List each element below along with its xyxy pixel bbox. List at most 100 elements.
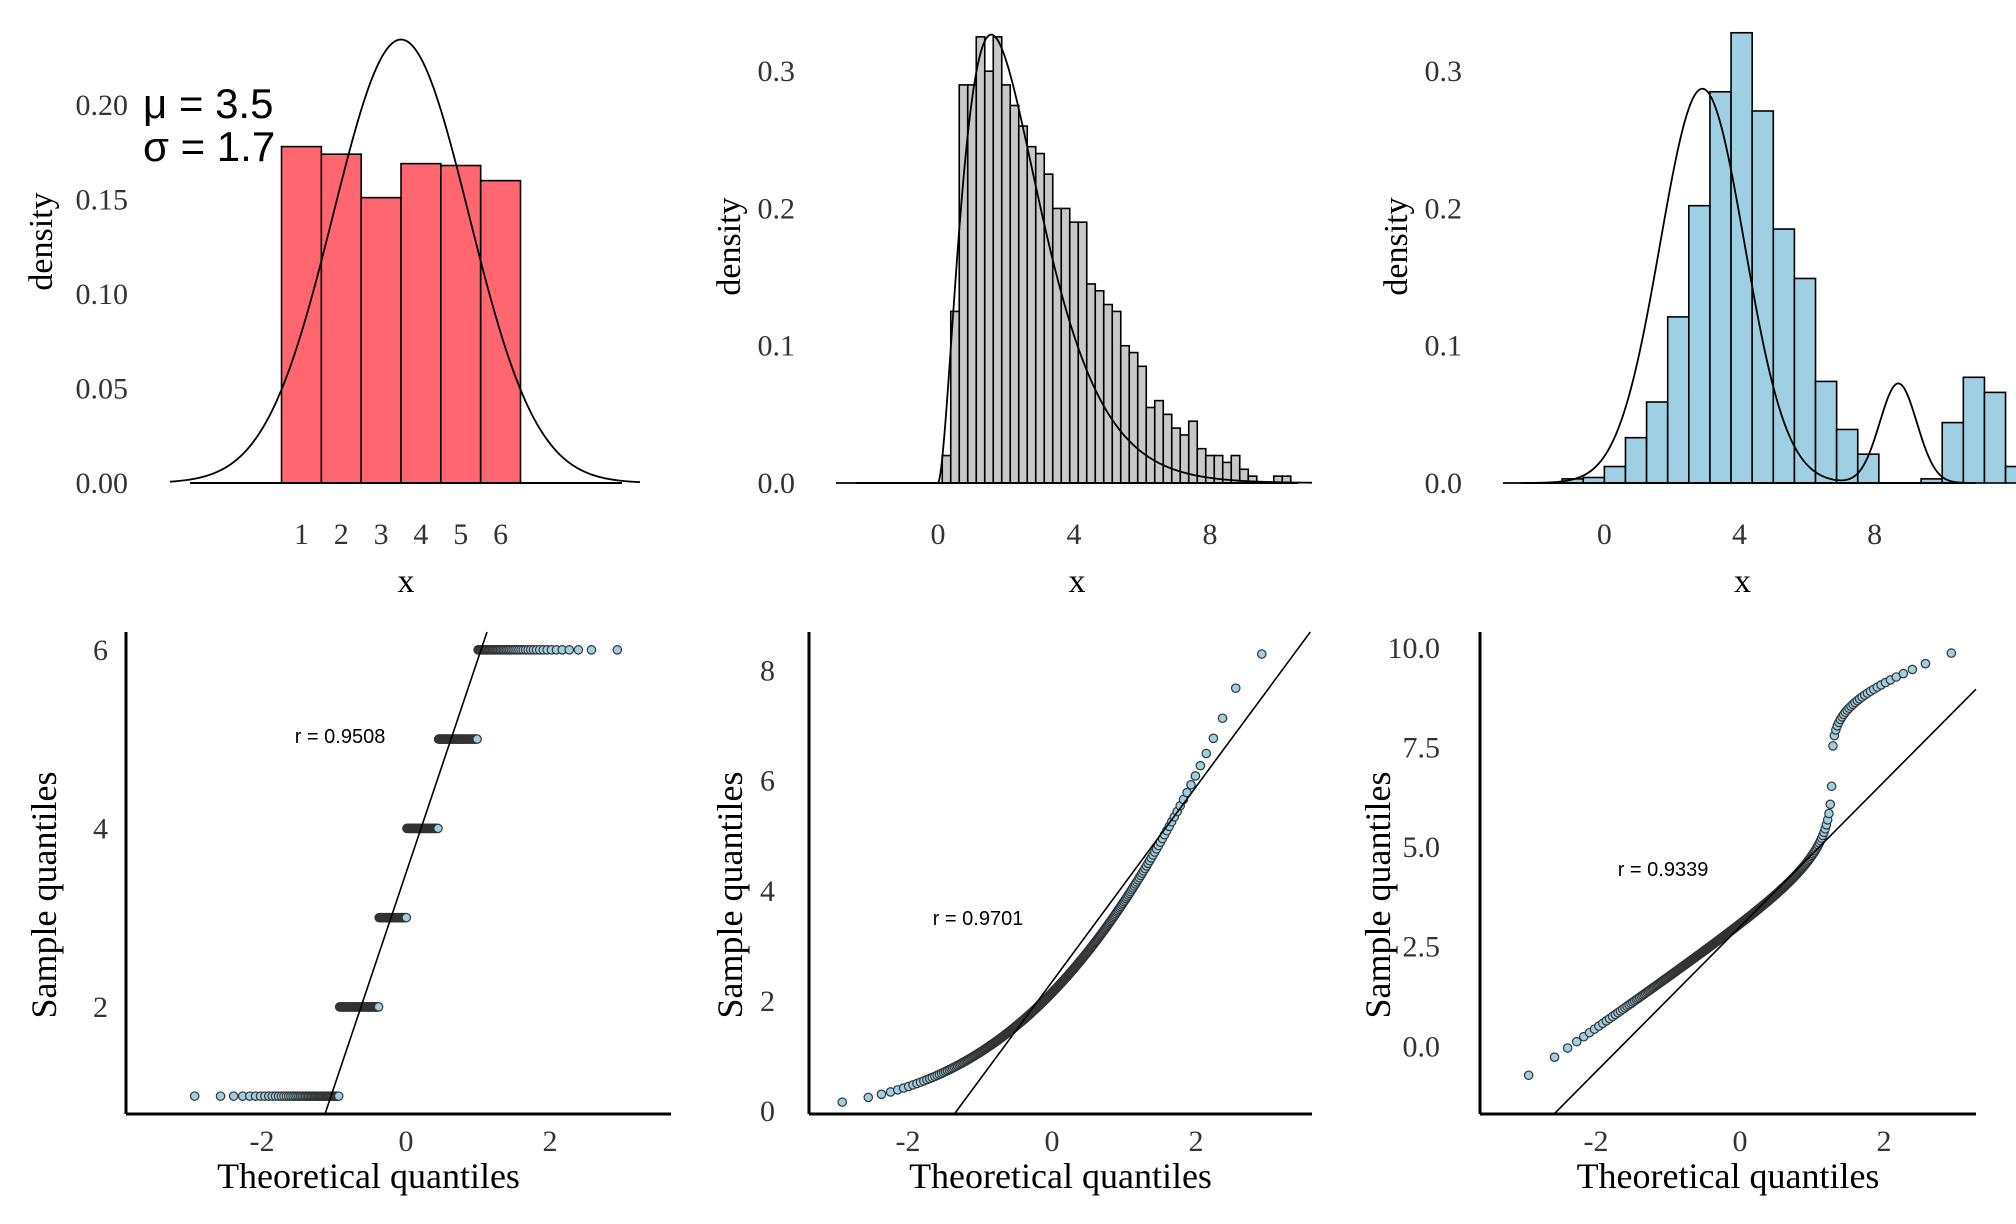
y-tick-labels: 0.00 0.05 0.10 0.15 0.20 (76, 89, 129, 500)
qq-point (189, 1091, 200, 1101)
histogram-bar (1043, 173, 1054, 484)
qq-point (1826, 781, 1837, 792)
qq-point (1201, 748, 1212, 759)
qq-point (573, 645, 584, 655)
histogram-bar (1730, 31, 1753, 484)
correlation-label: r = 0.9508 (295, 726, 386, 748)
qq-points (837, 649, 1267, 1107)
histogram-bar (1962, 376, 1986, 484)
qq-point (333, 1091, 344, 1101)
correlation-label: r = 0.9339 (1618, 859, 1709, 881)
qq-point (1523, 1070, 1534, 1081)
y-tick-label: 0.3 (1425, 55, 1463, 88)
panel-qq-bimodal: -2 0 2 0.0 2.5 5.0 7.5 10.0 r = 0.9339 Theoret… (1358, 632, 1977, 1196)
skewed-bars (941, 36, 1292, 484)
y-tick-label: 0.0 (1403, 1030, 1441, 1063)
y-axis-title: Sample quantiles (710, 772, 750, 1019)
x-tick-label: 4 (413, 518, 428, 551)
x-tick-label: 2 (543, 1125, 558, 1158)
y-tick-label: 0.3 (758, 55, 796, 88)
y-tick-label: 0.10 (76, 278, 129, 311)
histogram-bar (1085, 283, 1097, 484)
qq-point (401, 912, 412, 923)
qq-point (433, 823, 443, 834)
histogram-bar (1688, 204, 1711, 484)
x-tick-label: 0 (931, 518, 946, 551)
histogram-bar (1128, 351, 1139, 484)
reference-line (1553, 688, 1977, 1115)
histogram-bar (1162, 413, 1173, 484)
histogram-bar (1111, 310, 1122, 484)
x-tick-labels: 0 4 8 (1597, 518, 1882, 551)
y-axis-title: density (1378, 197, 1415, 295)
reference-line (953, 631, 1311, 1115)
uniform-bars (280, 145, 522, 484)
qq-point (1898, 668, 1909, 679)
bimodal-density-curve (1503, 87, 1976, 484)
y-tick-label: 10.0 (1388, 632, 1441, 665)
y-tick-label: 6 (760, 765, 775, 798)
y-tick-label: 5.0 (1403, 831, 1441, 864)
histogram-bar (1645, 401, 1669, 484)
x-tick-label: 8 (1867, 518, 1882, 551)
qq-point (1907, 664, 1918, 675)
reference-line (324, 631, 488, 1115)
qq-point (472, 734, 482, 744)
histogram-bar (280, 145, 323, 484)
x-tick-label: 2 (1877, 1125, 1892, 1158)
qq-point (215, 1091, 226, 1101)
y-tick-label: 0.0 (1425, 467, 1463, 500)
histogram-bar (1068, 221, 1080, 484)
y-tick-label: 2.5 (1403, 931, 1441, 964)
qq-point (1195, 760, 1206, 771)
qq-point (863, 1092, 874, 1103)
bimodal-bars (1561, 31, 2016, 484)
qq-point (228, 1091, 239, 1101)
histogram-bar (1170, 427, 1182, 484)
histogram-bar (1624, 436, 1648, 484)
histogram-bar (1119, 344, 1131, 484)
y-tick-label: 0.15 (76, 184, 129, 217)
histogram-bar (983, 70, 995, 484)
histogram-bar (1772, 228, 1796, 484)
qq-point (373, 1002, 384, 1012)
y-tick-label: 0.0 (758, 467, 796, 500)
histogram-bar (975, 36, 986, 484)
x-tick-label: 0 (1597, 518, 1612, 551)
qq-point (1571, 1036, 1582, 1047)
x-axis-title: x (1734, 563, 1751, 600)
histogram-bar (360, 196, 402, 484)
histogram-bar (941, 454, 952, 484)
qq-point (1549, 1052, 1560, 1062)
histogram-bar (1814, 380, 1838, 484)
y-tick-label: 8 (760, 655, 775, 688)
histogram-bar (1051, 207, 1063, 484)
qq-point (1208, 733, 1219, 744)
panel-hist-skewed: 0 4 8 0.0 0.1 0.2 0.3 x density (711, 33, 1313, 600)
histogram-bar (1666, 316, 1690, 484)
histogram-bar (1835, 428, 1859, 484)
x-axis-title: x (1069, 563, 1086, 600)
x-tick-labels: 0 4 8 (931, 518, 1218, 551)
x-tick-label: -2 (896, 1125, 921, 1158)
y-tick-label: 7.5 (1403, 732, 1441, 765)
histogram-bar (440, 164, 482, 484)
histogram-bar (1094, 290, 1105, 484)
x-axis-title: Theoretical quantiles (909, 1156, 1212, 1196)
histogram-bar (966, 84, 978, 484)
histogram-bar (1230, 454, 1241, 484)
x-tick-label: 0 (1733, 1125, 1748, 1158)
panel-hist-bimodal: 0 4 8 0.0 0.1 0.2 0.3 x density (1378, 31, 2016, 600)
y-tick-label: 2 (93, 991, 108, 1024)
x-tick-label: 5 (453, 518, 468, 551)
x-axis-title: Theoretical quantiles (1577, 1156, 1880, 1196)
y-tick-label: 0.1 (758, 330, 796, 363)
qq-point (1217, 713, 1228, 724)
qq-point (876, 1089, 887, 1100)
qq-point (1562, 1043, 1573, 1053)
qq-point (1828, 741, 1838, 751)
qq-point (1825, 799, 1836, 810)
uniform-density-curve (169, 38, 641, 484)
x-tick-label: -2 (250, 1125, 275, 1158)
